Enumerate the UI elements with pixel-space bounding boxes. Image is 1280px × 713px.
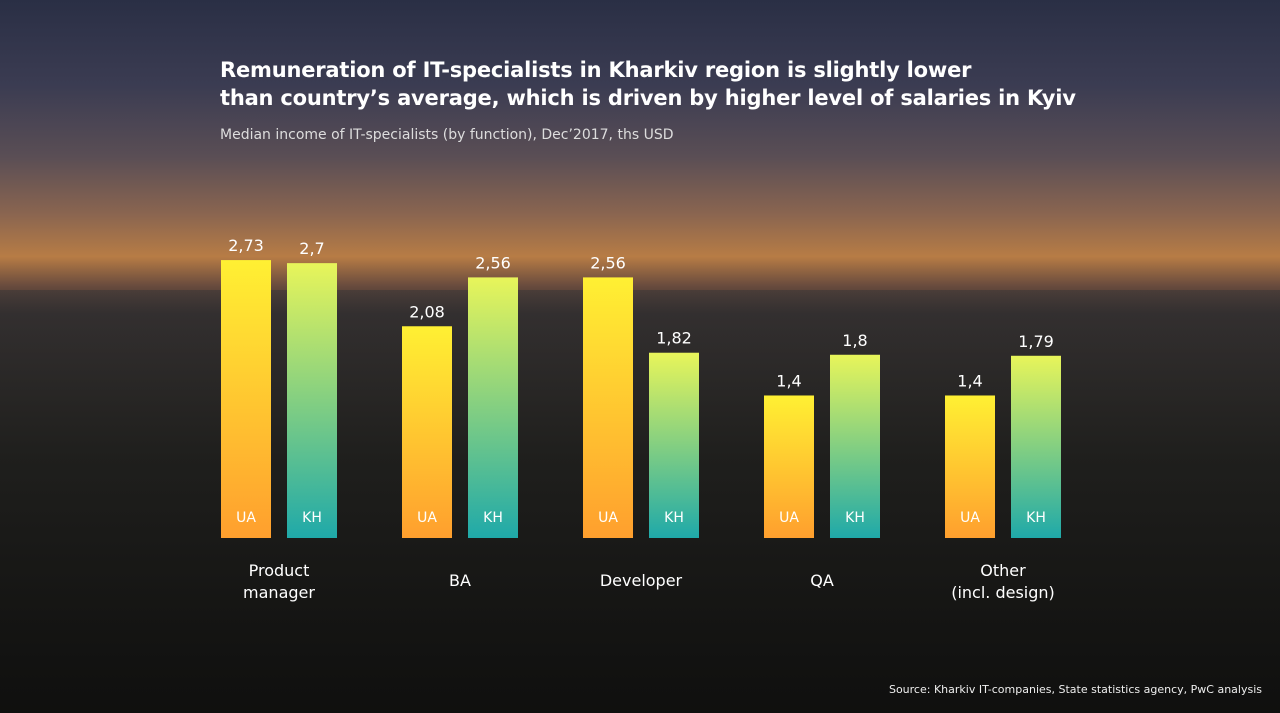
series-label: KH: [302, 510, 322, 526]
bar-ua-3: [764, 395, 814, 538]
category-label: Other: [980, 561, 1026, 580]
category-label: QA: [810, 571, 834, 590]
series-label: KH: [845, 510, 865, 526]
chart-subtitle: Median income of IT-specialists (by func…: [220, 127, 674, 143]
category-label: Product: [249, 561, 310, 580]
category-label: manager: [243, 583, 315, 602]
series-label: KH: [664, 510, 684, 526]
series-label: UA: [779, 510, 799, 526]
series-label: UA: [960, 510, 980, 526]
data-label: 1,4: [957, 371, 982, 390]
data-label: 2,08: [409, 302, 445, 321]
bar-kh-4: [1011, 355, 1061, 538]
series-label: UA: [417, 510, 437, 526]
data-label: 1,82: [656, 329, 692, 348]
bar-kh-2: [649, 352, 699, 538]
data-label: 1,79: [1018, 332, 1054, 351]
city-background: [0, 290, 1280, 713]
data-label: 2,56: [475, 253, 511, 272]
category-label: (incl. design): [951, 583, 1055, 602]
data-label: 2,73: [228, 236, 264, 255]
bar-kh-3: [830, 354, 880, 538]
title-line-1: Remuneration of IT-specialists in Kharki…: [220, 58, 972, 82]
data-label: 1,4: [776, 371, 801, 390]
category-label: BA: [449, 571, 471, 590]
bar-kh-0: [287, 263, 337, 538]
bar-ua-2: [583, 277, 633, 538]
category-label: Developer: [600, 571, 683, 590]
bar-kh-1: [468, 277, 518, 538]
data-label: 2,56: [590, 253, 626, 272]
series-label: UA: [598, 510, 618, 526]
chart-title: Remuneration of IT-specialists in Kharki…: [220, 56, 1076, 112]
data-label: 2,7: [299, 239, 324, 258]
bar-ua-0: [221, 260, 271, 538]
series-label: KH: [1026, 510, 1046, 526]
bar-ua-4: [945, 395, 995, 538]
bar-ua-1: [402, 326, 452, 538]
source-note: Source: Kharkiv IT-companies, State stat…: [888, 683, 1262, 696]
series-label: KH: [483, 510, 503, 526]
title-line-2: than country’s average, which is driven …: [220, 86, 1076, 110]
data-label: 1,8: [842, 331, 867, 350]
series-label: UA: [236, 510, 256, 526]
